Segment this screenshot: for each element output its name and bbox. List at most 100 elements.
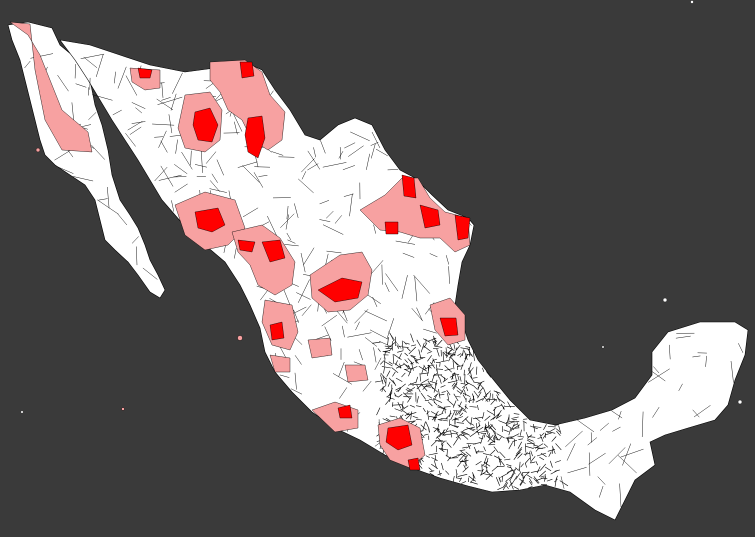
municipal-border: [485, 428, 490, 439]
municipal-border: [432, 341, 436, 347]
municipal-border: [554, 477, 557, 487]
municipal-border: [475, 461, 482, 466]
municipal-border: [401, 275, 408, 299]
municipal-border: [477, 430, 480, 436]
municipal-border: [386, 393, 392, 398]
municipal-border: [470, 479, 474, 484]
municipal-border: [533, 446, 543, 449]
municipal-border: [297, 279, 310, 303]
municipal-border: [460, 431, 465, 434]
municipal-border: [536, 452, 547, 457]
municipal-border: [366, 153, 370, 170]
municipal-border: [431, 360, 434, 365]
municipal-border: [394, 394, 399, 398]
municipal-border: [462, 446, 467, 449]
municipal-border: [497, 486, 505, 490]
municipal-border: [395, 387, 401, 391]
municipal-border: [422, 407, 426, 412]
municipal-border: [450, 430, 453, 438]
municipal-border: [611, 410, 623, 419]
municipal-border: [422, 421, 426, 431]
municipal-border: [465, 346, 471, 348]
municipal-border: [234, 248, 237, 259]
municipal-border: [364, 310, 387, 322]
municipal-border: [389, 347, 393, 352]
municipal-border: [493, 446, 499, 453]
municipal-border: [485, 472, 494, 480]
municipal-border: [470, 428, 476, 431]
municipal-border: [539, 433, 544, 442]
municipal-border: [550, 460, 553, 468]
municipal-border: [296, 292, 311, 300]
municipal-border: [438, 389, 441, 399]
municipal-border: [526, 438, 534, 442]
municipal-border: [372, 341, 381, 344]
municipal-border: [320, 140, 326, 154]
municipal-border: [486, 435, 494, 442]
municipal-border: [91, 144, 105, 160]
municipal-border: [554, 424, 559, 426]
municipal-border: [476, 366, 478, 375]
municipal-border: [483, 461, 491, 467]
municipal-border: [420, 372, 429, 375]
municipal-border: [533, 426, 542, 428]
municipal-border: [160, 140, 168, 153]
municipal-border: [460, 450, 467, 456]
municipal-border: [503, 429, 509, 432]
municipal-border: [499, 451, 506, 459]
municipal-border: [451, 372, 455, 380]
municipal-border: [57, 166, 74, 174]
municipal-border: [404, 352, 409, 357]
municipal-border: [75, 83, 87, 88]
municipal-border: [460, 383, 468, 385]
municipal-border: [588, 452, 591, 476]
region-light: [269, 354, 291, 373]
municipal-border: [464, 418, 470, 424]
municipal-border: [533, 423, 536, 433]
municipal-border: [438, 394, 445, 396]
municipal-border: [294, 372, 297, 390]
municipal-border: [547, 428, 556, 434]
municipal-border: [301, 304, 312, 316]
municipal-border: [294, 355, 302, 365]
municipal-border: [493, 408, 496, 417]
municipal-border: [112, 109, 122, 116]
municipal-border: [376, 407, 381, 416]
municipal-border: [468, 362, 472, 372]
municipal-border: [280, 213, 295, 228]
municipal-border: [488, 425, 495, 433]
municipal-border: [395, 240, 416, 245]
municipal-border: [404, 368, 412, 374]
municipal-border: [334, 215, 342, 224]
municipal-border: [500, 403, 505, 410]
region-strong: [419, 204, 441, 229]
municipal-border: [469, 406, 477, 408]
municipal-border: [456, 477, 462, 479]
municipal-border: [441, 360, 449, 362]
municipal-border: [535, 477, 545, 481]
municipal-border: [456, 422, 465, 424]
municipal-border: [404, 412, 410, 417]
municipal-border: [407, 358, 414, 365]
municipal-border: [381, 264, 383, 285]
municipal-border: [423, 364, 427, 370]
municipal-border: [522, 472, 524, 479]
municipal-border: [543, 443, 549, 448]
municipal-border: [407, 412, 417, 416]
municipal-border: [449, 351, 455, 359]
municipal-border: [551, 436, 557, 442]
municipal-border: [488, 441, 493, 446]
municipal-border: [427, 367, 430, 377]
municipal-border: [377, 348, 381, 352]
municipal-border: [558, 425, 562, 434]
municipal-border: [174, 164, 188, 174]
municipal-border: [387, 342, 396, 349]
municipal-border: [587, 437, 598, 446]
municipal-border: [439, 470, 441, 476]
municipal-border: [209, 180, 220, 192]
municipal-border: [509, 480, 514, 490]
municipal-border: [437, 406, 447, 410]
municipal-border: [355, 321, 360, 331]
municipal-border: [477, 381, 483, 389]
